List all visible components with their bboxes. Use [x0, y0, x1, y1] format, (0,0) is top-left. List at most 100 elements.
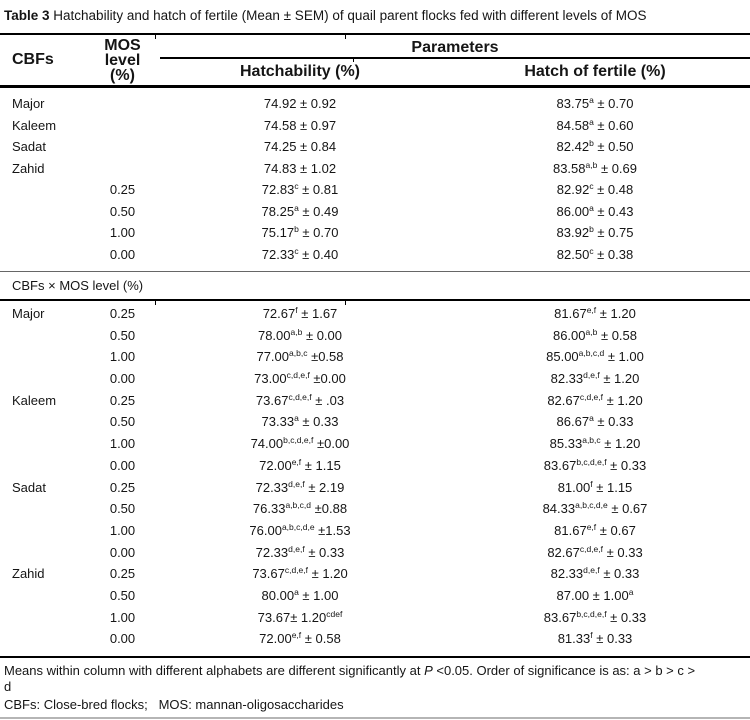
text-segment: 83.67: [543, 609, 577, 625]
cbf-cell: Major: [12, 96, 45, 111]
hatch-of-fertile-cell: 81.33f ± 0.33: [440, 628, 750, 650]
text-segment: 73.67± 1.20: [257, 609, 327, 625]
grid-tick: [155, 35, 156, 39]
significance-superscript: f: [295, 305, 298, 315]
cbf-cell: [0, 628, 85, 650]
text-segment: ± 0.33: [606, 609, 647, 625]
significance-superscript: c: [589, 181, 594, 191]
text-segment: ± 0.48: [593, 182, 634, 197]
text-segment: 72.00: [259, 631, 292, 647]
text-segment: ±0.58: [307, 349, 344, 365]
mos-level-cell: 1.00: [109, 436, 136, 452]
hatchability-cell: 78.25a ± 0.49: [160, 201, 440, 223]
text-segment: ± 0.60: [593, 117, 634, 133]
mos-level-cell: 1.00: [109, 349, 136, 365]
significance-superscript: a,b: [585, 326, 598, 337]
table-row: Zahid 74.83 ± 1.02 83.58a,b ± 0.69: [0, 158, 750, 180]
interaction-section-row: CBFs × MOS level (%): [0, 272, 750, 305]
hatchability-cell: 72.83c ± 0.81: [160, 179, 440, 201]
hatch-of-fertile-cell: 84.58a ± 0.60: [440, 115, 750, 137]
text-segment: ± 0.58: [597, 327, 638, 343]
significance-superscript: c,d,e,f: [579, 543, 604, 554]
text-segment: ± 2.19: [304, 479, 345, 495]
table-row: Kaleem 0.25 73.67c,d,e,f ± .03 82.67c,d,e,f…: [0, 390, 750, 412]
text-segment: ± 1.15: [592, 479, 633, 495]
significance-superscript: e,f: [291, 456, 302, 467]
mos-level-cell: 0.00: [109, 544, 136, 560]
significance-superscript: a: [294, 202, 299, 213]
significance-superscript: a,b: [290, 326, 303, 337]
hatchability-cell: 73.67c,d,e,f ± 1.20: [160, 563, 440, 585]
text-segment: 83.67: [543, 457, 577, 473]
table-row: 0.00 73.00c,d,e,f ±0.00 82.33d,e,f ± 1.20: [0, 368, 750, 390]
text-segment: ± 1.15: [301, 457, 341, 473]
mos-level-cell: 0.00: [109, 457, 136, 473]
text-segment: 75.17: [261, 225, 295, 240]
text-segment: 85.33: [549, 436, 583, 452]
significance-superscript: a,b,c,d: [578, 348, 605, 359]
significance-superscript: a: [628, 586, 634, 597]
table-row: 0.00 72.33d,e,f ± 0.33 82.67c,d,e,f ± 0.33: [0, 542, 750, 564]
table-row: 0.25 72.83c ± 0.81 82.92c ± 0.48: [0, 179, 750, 201]
text-segment: 81.33: [557, 631, 591, 647]
significance-note: Means within column with different alpha…: [4, 663, 746, 694]
text-segment: 82.42: [556, 139, 590, 154]
text-segment: 83.92: [556, 225, 590, 240]
text-segment: ± 0.81: [298, 182, 339, 197]
significance-superscript: cdef: [326, 608, 343, 619]
cbf-cell: Sadat: [12, 479, 46, 495]
cbf-cell: [0, 244, 85, 266]
hatch-of-fertile-cell: 81.67e,f ± 1.20: [440, 303, 750, 325]
text-segment: 86.00: [556, 203, 590, 219]
text-segment: 72.33: [255, 544, 289, 560]
grid-tick: [155, 301, 156, 305]
hatch-of-fertile-cell: 86.00a ± 0.43: [440, 201, 750, 223]
text-segment: 80.00: [261, 587, 295, 603]
cbf-cell: Sadat: [12, 139, 46, 154]
cbf-cell: [0, 325, 85, 347]
italic-text: P: [424, 663, 433, 678]
text-segment: ± 0.43: [593, 203, 634, 219]
hatch-of-fertile-cell: 82.33d,e,f ± 0.33: [440, 563, 750, 585]
significance-superscript: c,d,e,f: [286, 370, 310, 381]
significance-superscript: c,d,e,f: [284, 565, 309, 576]
mos-level-cell: 0.25: [109, 182, 136, 197]
text-segment: 86.67: [556, 414, 590, 430]
hatchability-cell: 72.67f ± 1.67: [160, 303, 440, 325]
text-segment: 83.58: [552, 160, 586, 176]
significance-superscript: d,e,f: [583, 565, 600, 576]
text-segment: 74.58 ± 0.97: [263, 117, 337, 133]
mos-level-cell: 0.25: [109, 566, 136, 582]
text-segment: ± 0.69: [597, 160, 638, 176]
hatch-of-fertile-cell: 84.33a,b,c,d,e ± 0.67: [440, 498, 750, 520]
hatchability-cell: 72.00e,f ± 0.58: [160, 628, 440, 650]
cbf-cell: Kaleem: [12, 392, 57, 408]
header-hatchability: Hatchability (%): [239, 63, 360, 80]
text-segment: 82.67: [547, 392, 580, 408]
hatchability-cell: 74.00b,c,d,e,f ±0.00: [160, 433, 440, 455]
section-divider-line: [0, 271, 750, 272]
cbf-cell: Zahid: [12, 160, 45, 176]
hatchability-cell: 75.17b ± 0.70: [160, 222, 440, 244]
text-segment: 72.83: [261, 182, 295, 197]
table-bottom-rule: [0, 656, 750, 658]
significance-superscript: b,c,d,e,f: [576, 608, 607, 619]
text-segment: 73.00: [254, 371, 287, 387]
text-segment: 85.00: [546, 349, 579, 365]
text-segment: 87.00 ± 1.00: [556, 587, 629, 603]
table-row: 0.00 72.00e,f ± 1.15 83.67b,c,d,e,f ± 0.33: [0, 455, 750, 477]
cbf-cell: [0, 346, 85, 368]
significance-superscript: a,b,c,d,e: [281, 521, 315, 532]
text-segment: ± 1.00: [298, 587, 339, 603]
significance-superscript: a,b,c,d: [285, 500, 311, 511]
text-segment: 78.00: [257, 327, 291, 343]
abbreviations-note: CBFs: Close-bred flocks; MOS: mannan-oli…: [4, 697, 344, 712]
text-segment: ± 0.40: [298, 246, 339, 262]
header-mos-level: MOS level (%): [85, 35, 160, 85]
significance-superscript: c,d,e,f: [288, 391, 312, 402]
text-segment: 74.25 ± 0.84: [263, 139, 337, 154]
hatch-of-fertile-cell: 85.00a,b,c,d ± 1.00: [440, 346, 750, 368]
hatchability-cell: 73.67± 1.20cdef: [160, 607, 440, 629]
table-title: Table 3 Hatchability and hatch of fertil…: [0, 0, 750, 33]
significance-superscript: a,b: [585, 159, 598, 170]
